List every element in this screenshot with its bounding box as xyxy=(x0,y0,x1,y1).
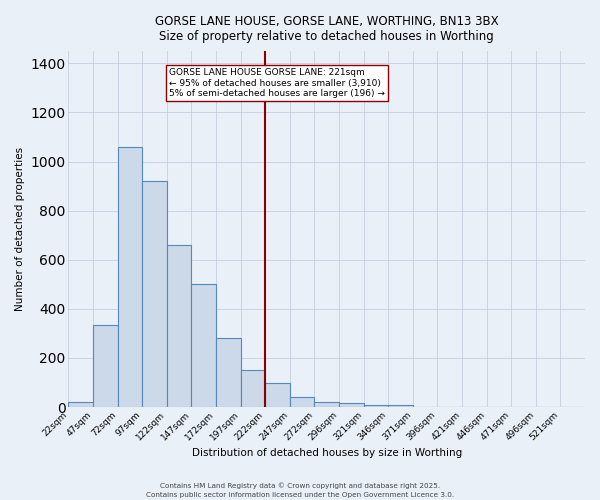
Bar xyxy=(290,398,314,407)
Bar xyxy=(241,370,265,407)
Bar xyxy=(167,245,191,407)
X-axis label: Distribution of detached houses by size in Worthing: Distribution of detached houses by size … xyxy=(191,448,462,458)
Bar xyxy=(339,404,364,407)
Text: Contains HM Land Registry data © Crown copyright and database right 2025.: Contains HM Land Registry data © Crown c… xyxy=(160,482,440,489)
Bar xyxy=(364,404,388,407)
Bar xyxy=(93,325,118,407)
Bar xyxy=(68,402,93,407)
Title: GORSE LANE HOUSE, GORSE LANE, WORTHING, BN13 3BX
Size of property relative to de: GORSE LANE HOUSE, GORSE LANE, WORTHING, … xyxy=(155,15,499,43)
Text: GORSE LANE HOUSE GORSE LANE: 221sqm
← 95% of detached houses are smaller (3,910): GORSE LANE HOUSE GORSE LANE: 221sqm ← 95… xyxy=(169,68,385,98)
Bar xyxy=(314,402,339,407)
Bar xyxy=(118,147,142,407)
Text: Contains public sector information licensed under the Open Government Licence 3.: Contains public sector information licen… xyxy=(146,492,454,498)
Y-axis label: Number of detached properties: Number of detached properties xyxy=(15,147,25,311)
Bar xyxy=(265,382,290,407)
Bar xyxy=(191,284,216,407)
Bar xyxy=(388,405,413,407)
Bar xyxy=(216,338,241,407)
Bar xyxy=(142,181,167,407)
